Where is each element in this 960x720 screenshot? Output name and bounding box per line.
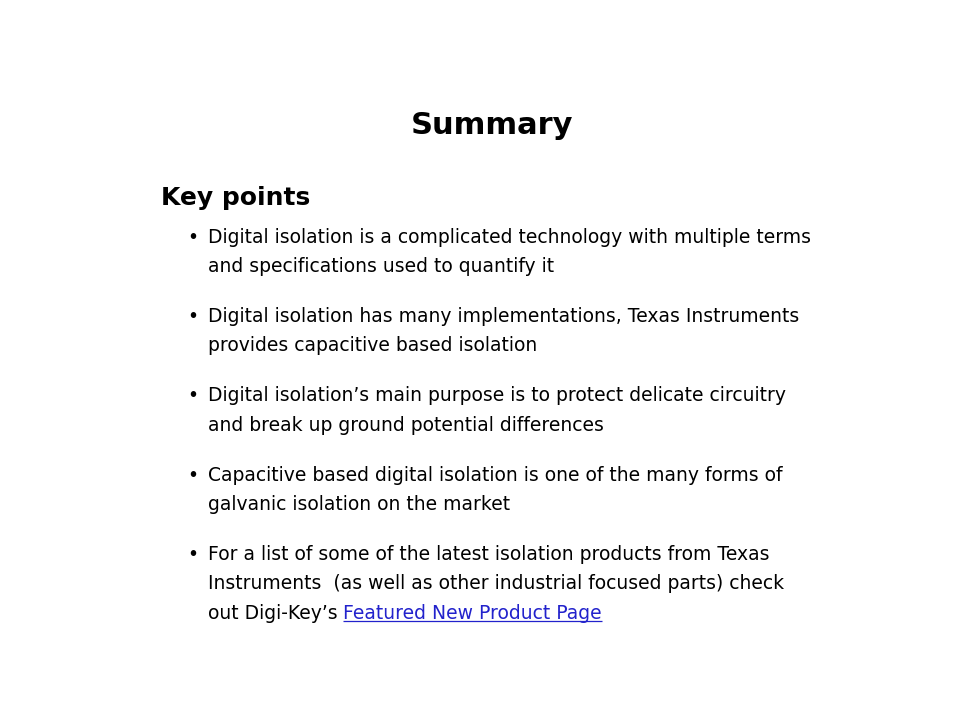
Text: and specifications used to quantify it: and specifications used to quantify it — [207, 257, 554, 276]
Text: out Digi-Key’s: out Digi-Key’s — [207, 603, 344, 623]
Text: For a list of some of the latest isolation products from Texas: For a list of some of the latest isolati… — [207, 545, 769, 564]
Text: Capacitive based digital isolation is one of the many forms of: Capacitive based digital isolation is on… — [207, 466, 782, 485]
Text: Key points: Key points — [161, 186, 310, 210]
Text: •: • — [187, 387, 198, 405]
Text: provides capacitive based isolation: provides capacitive based isolation — [207, 336, 537, 356]
Text: Featured New Product Page: Featured New Product Page — [344, 603, 602, 623]
Text: •: • — [187, 307, 198, 326]
Text: •: • — [187, 228, 198, 247]
Text: Instruments  (as well as other industrial focused parts) check: Instruments (as well as other industrial… — [207, 575, 784, 593]
Text: Summary: Summary — [411, 112, 573, 140]
Text: •: • — [187, 545, 198, 564]
Text: •: • — [187, 466, 198, 485]
Text: Digital isolation is a complicated technology with multiple terms: Digital isolation is a complicated techn… — [207, 228, 811, 247]
Text: Digital isolation has many implementations, Texas Instruments: Digital isolation has many implementatio… — [207, 307, 799, 326]
Text: Digital isolation’s main purpose is to protect delicate circuitry: Digital isolation’s main purpose is to p… — [207, 387, 786, 405]
Text: galvanic isolation on the market: galvanic isolation on the market — [207, 495, 510, 514]
Text: and break up ground potential differences: and break up ground potential difference… — [207, 415, 604, 435]
